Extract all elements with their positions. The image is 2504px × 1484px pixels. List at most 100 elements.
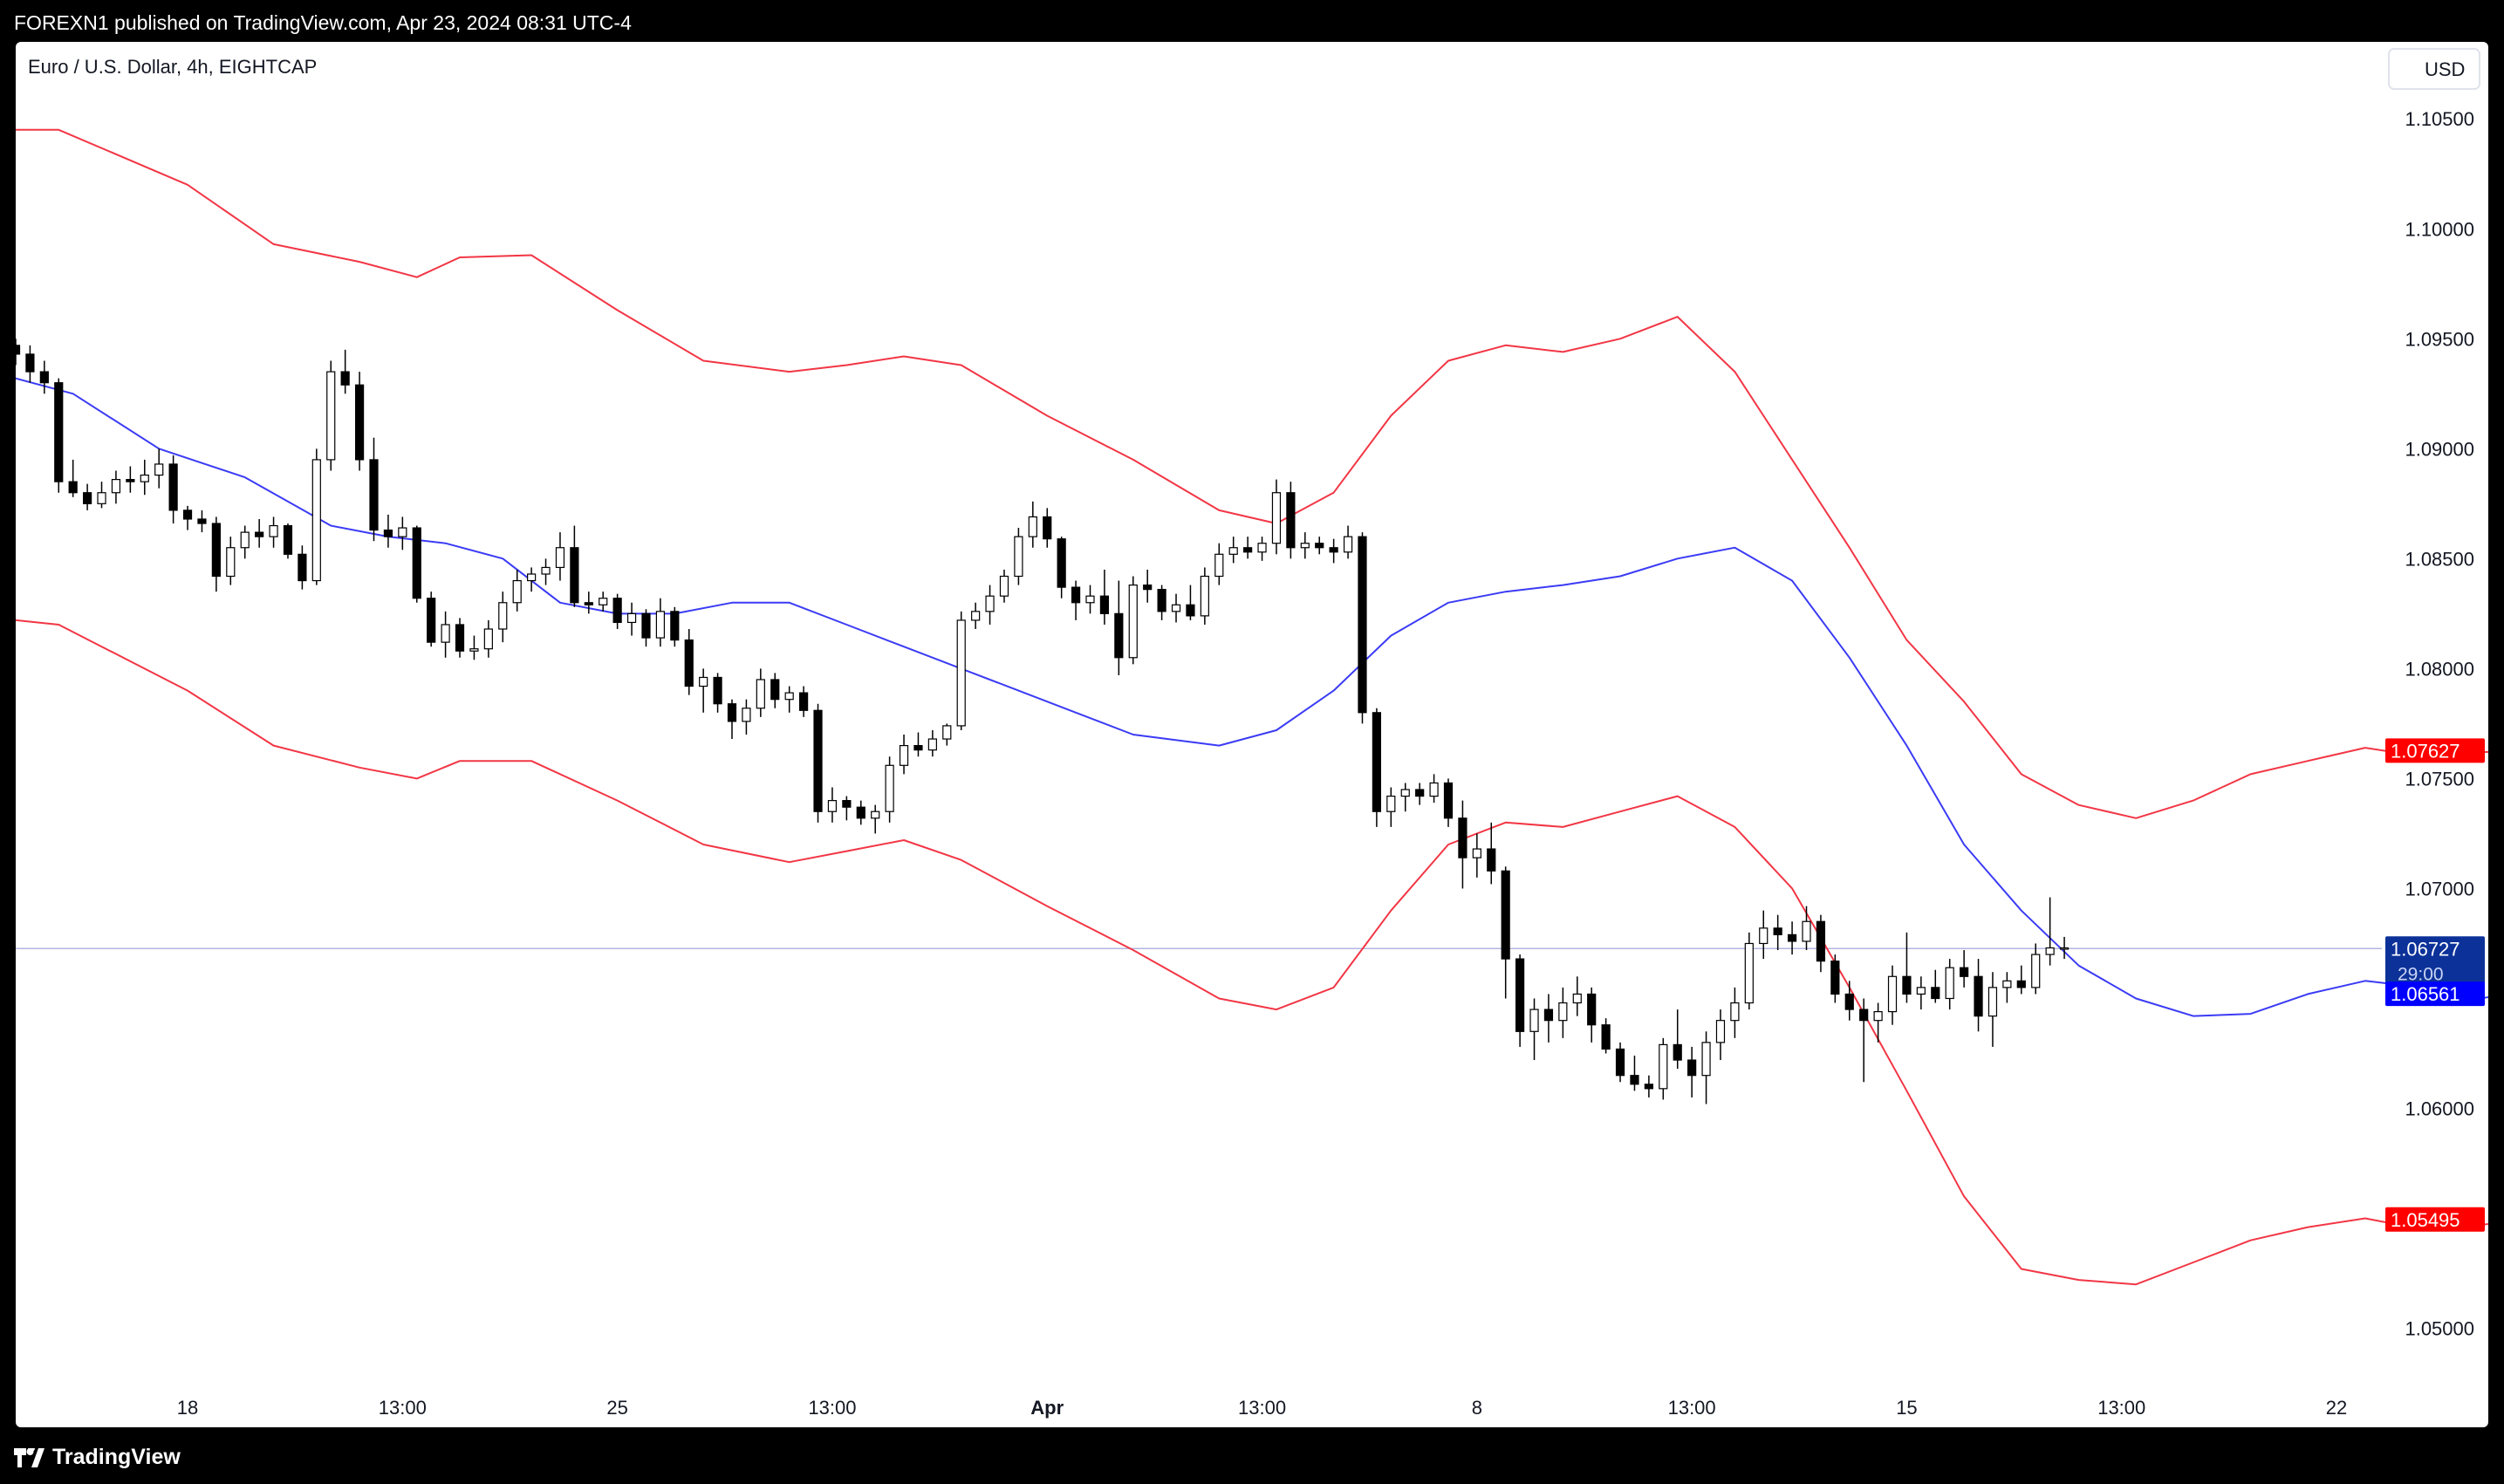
- candle: [842, 796, 852, 821]
- candle: [1429, 774, 1439, 804]
- candle: [412, 525, 421, 603]
- candle-body-down: [25, 353, 35, 373]
- candle: [2059, 936, 2070, 960]
- candle-body-down: [1673, 1043, 1682, 1061]
- candle-body-down: [1931, 987, 1940, 1000]
- y-tick-label: 1.10000: [2405, 218, 2474, 240]
- candle: [999, 569, 1009, 603]
- candle-body-down: [1830, 961, 1840, 995]
- candle: [1157, 585, 1166, 620]
- candle-body-up: [140, 474, 149, 482]
- candle: [1687, 1046, 1697, 1098]
- candle-body-up: [1701, 1042, 1711, 1077]
- time-axis[interactable]: 1813:002513:00Apr13:00813:001513:002225M…: [177, 1397, 2488, 1419]
- candle-body-up: [999, 575, 1009, 597]
- candle: [1458, 800, 1468, 889]
- candle-body-up: [1271, 492, 1282, 544]
- x-tick-label: 22: [2326, 1397, 2347, 1419]
- candle: [1601, 1018, 1611, 1054]
- tradingview-logo[interactable]: TradingView: [14, 1445, 181, 1470]
- candle: [1659, 1037, 1668, 1100]
- candle: [1987, 972, 1998, 1047]
- candle: [742, 699, 751, 735]
- y-tick-label: 1.10500: [2405, 108, 2474, 130]
- candle-body-down: [1143, 584, 1153, 591]
- candle: [1630, 1056, 1639, 1091]
- candle: [441, 611, 450, 658]
- candle-body-up: [469, 648, 479, 652]
- candle: [168, 455, 178, 524]
- candle: [599, 592, 608, 612]
- candle: [1286, 482, 1296, 559]
- candle-body-up: [269, 524, 278, 537]
- candle: [827, 787, 838, 823]
- candle-body-down: [354, 384, 365, 461]
- candle-body-down: [1487, 848, 1496, 872]
- candle-body-up: [483, 628, 493, 650]
- candle-body-down: [770, 679, 780, 701]
- currency-label: USD: [2425, 58, 2465, 80]
- candle-body-down: [670, 611, 680, 641]
- candle-body-down: [684, 639, 694, 687]
- candle: [1916, 976, 1926, 1010]
- candle-body-down: [727, 703, 737, 722]
- candle-body-up: [1343, 536, 1353, 553]
- candle-body-up: [1472, 848, 1481, 858]
- candle: [340, 349, 350, 394]
- lower-band-tag-text: 1.05495: [2391, 1209, 2460, 1231]
- candle-body-up: [1257, 543, 1267, 553]
- candle: [1529, 998, 1539, 1061]
- candle-body-down: [1415, 789, 1425, 797]
- candles: [16, 339, 2070, 1104]
- candle: [140, 459, 149, 496]
- price-chart[interactable]: Euro / U.S. Dollar, 4h, EIGHTCAP USD 1.1…: [16, 42, 2488, 1427]
- candle: [899, 735, 909, 775]
- footer: TradingView: [0, 1427, 2504, 1484]
- candle-body-down: [197, 518, 207, 524]
- candle-body-up: [1558, 1002, 1568, 1022]
- candle-body-down: [1773, 927, 1782, 935]
- candle: [1171, 593, 1181, 623]
- candle-body-down: [369, 459, 379, 531]
- candle: [1315, 537, 1324, 555]
- candle-body-up: [1945, 967, 1954, 1000]
- candle-body-down: [913, 745, 923, 751]
- candle: [942, 723, 952, 746]
- chart-frame[interactable]: Euro / U.S. Dollar, 4h, EIGHTCAP USD 1.1…: [16, 42, 2488, 1427]
- upper-band-tag-text: 1.07627: [2391, 740, 2460, 762]
- brand-name: TradingView: [52, 1445, 181, 1469]
- candle-body-down: [1644, 1084, 1653, 1090]
- current-price-tag-text: 1.06727: [2391, 938, 2460, 960]
- bollinger-bands: [16, 128, 2488, 1286]
- candle: [1515, 954, 1525, 1047]
- sma-tag-text: 1.06561: [2391, 983, 2460, 1005]
- candle-body-down: [1358, 536, 1367, 714]
- candle-body-down: [1960, 967, 1969, 977]
- candle-body-down: [383, 529, 393, 537]
- candle: [2016, 965, 2026, 995]
- candle: [1701, 1031, 1711, 1104]
- candle-body-down: [1816, 920, 1826, 962]
- candle: [1415, 783, 1425, 805]
- candle-body-down: [1043, 516, 1052, 540]
- candle: [1057, 537, 1066, 598]
- candle-body-up: [1300, 543, 1310, 549]
- candle: [1931, 969, 1940, 1003]
- candle-body-up: [1128, 584, 1138, 659]
- candle: [1673, 1009, 1682, 1070]
- candle-body-up: [1200, 575, 1209, 617]
- candle: [1014, 528, 1023, 585]
- candle: [1873, 1002, 1883, 1043]
- candle-body-down: [842, 800, 852, 808]
- candle-body-down: [283, 524, 293, 555]
- candle: [1358, 532, 1367, 724]
- candle-body-up: [985, 595, 995, 612]
- candle-body-down: [1071, 586, 1081, 604]
- currency-button[interactable]: USD: [2388, 48, 2480, 90]
- candle-body-down: [813, 709, 823, 812]
- price-axis[interactable]: 1.10500 1.10000 1.09500 1.09000 1.08500 1.080…: [2405, 108, 2474, 1339]
- candle: [1472, 833, 1481, 878]
- candle: [39, 360, 49, 394]
- candle-body-up: [956, 619, 966, 727]
- sma-path: [16, 377, 2488, 1017]
